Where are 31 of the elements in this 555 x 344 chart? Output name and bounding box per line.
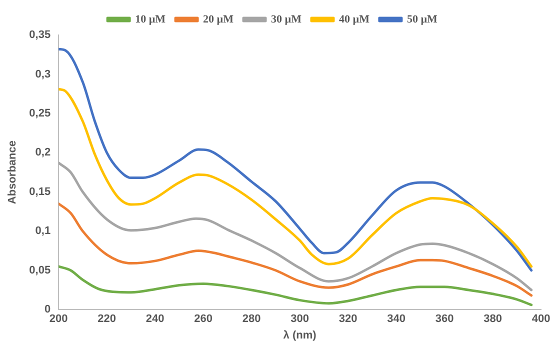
legend-label: 40 µM: [338, 13, 370, 26]
y-axis-title: Absorbance: [6, 140, 19, 204]
line-series: [58, 202, 533, 297]
legend-label: 50 µM: [406, 13, 438, 26]
y-tick-label: 0,05: [29, 264, 51, 276]
y-tick-label: 0,35: [29, 29, 51, 42]
legend-label: 30 µM: [271, 13, 302, 26]
x-tick-label: 280: [242, 313, 261, 326]
y-tick-label: 0,25: [29, 107, 51, 120]
y-tick-label: 0: [44, 304, 51, 316]
x-tick-label: 360: [435, 313, 454, 326]
x-tick-label: 260: [194, 313, 213, 326]
x-tick-label: 240: [146, 313, 164, 326]
line-series: [58, 88, 533, 268]
x-tick-label: 220: [98, 313, 116, 326]
legend-label: 20 µM: [203, 13, 234, 26]
y-tick-label: 0,3: [35, 68, 51, 80]
legend-label: 10 µM: [135, 13, 166, 26]
line-series: [58, 48, 533, 272]
x-tick-label: 200: [49, 313, 68, 326]
line-series: [58, 265, 533, 306]
x-tick-label: 380: [484, 313, 502, 326]
y-tick-label: 0,1: [35, 225, 51, 238]
y-tick-label: 0,15: [29, 186, 51, 198]
y-tick-label: 0,2: [35, 146, 51, 159]
x-tick-label: 340: [387, 313, 406, 326]
x-axis-title: λ (nm): [283, 329, 317, 342]
x-tick-label: 400: [532, 313, 550, 326]
x-tick-label: 320: [338, 313, 358, 326]
line-series: [58, 162, 533, 292]
x-tick-label: 300: [290, 313, 309, 326]
